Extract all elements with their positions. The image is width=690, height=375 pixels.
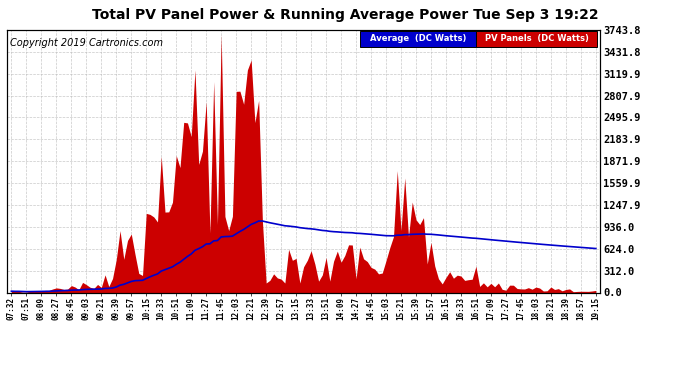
Text: PV Panels  (DC Watts): PV Panels (DC Watts) bbox=[484, 34, 589, 44]
Text: Average  (DC Watts): Average (DC Watts) bbox=[370, 34, 466, 44]
Bar bbox=[360, 31, 475, 47]
Bar bbox=[475, 31, 598, 47]
Text: Total PV Panel Power & Running Average Power Tue Sep 3 19:22: Total PV Panel Power & Running Average P… bbox=[92, 8, 598, 21]
Text: Copyright 2019 Cartronics.com: Copyright 2019 Cartronics.com bbox=[10, 38, 163, 48]
